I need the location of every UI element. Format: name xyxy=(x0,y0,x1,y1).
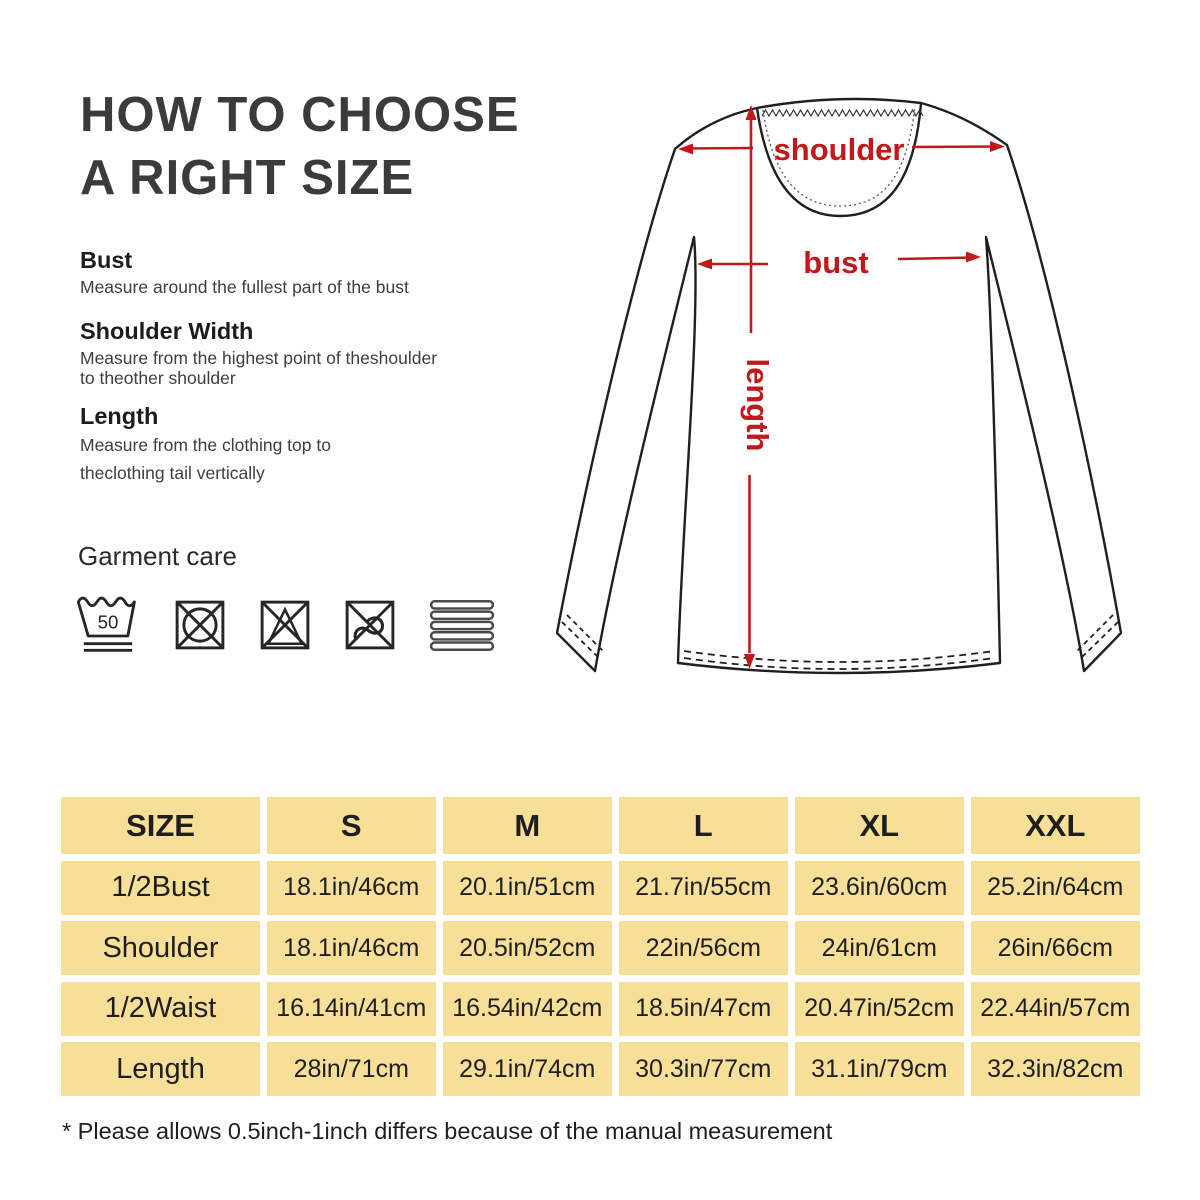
half-bust-l: 21.7in/55cm xyxy=(618,860,788,915)
size-table-header-xxl: XXL xyxy=(970,797,1140,854)
row-label-length: Length xyxy=(61,1042,260,1096)
length-heading: Length xyxy=(80,403,159,429)
shoulder-measure-arrow xyxy=(678,141,1005,155)
length-xxl: 32.3in/82cm xyxy=(970,1042,1140,1096)
length-l: 30.3in/77cm xyxy=(618,1042,788,1096)
length-desc-line2: theclothing tail vertically xyxy=(80,463,265,483)
measurement-annotations: shoulder bust length xyxy=(678,105,1005,669)
length-desc-line1: Measure from the clothing top to xyxy=(80,435,331,455)
do-not-bleach-icon xyxy=(260,600,310,650)
size-table-header-m: M xyxy=(442,797,612,854)
half-waist-xxl: 22.44in/57cm xyxy=(970,981,1140,1036)
length-m: 29.1in/74cm xyxy=(442,1042,612,1096)
half-bust-s: 18.1in/46cm xyxy=(266,860,436,915)
machine-wash-50-icon: 50 xyxy=(76,596,136,652)
half-waist-l: 18.5in/47cm xyxy=(618,981,788,1036)
length-s: 28in/71cm xyxy=(266,1042,436,1096)
size-table-header-xl: XL xyxy=(794,797,964,854)
shoulder-m: 20.5in/52cm xyxy=(442,921,612,975)
collar-stitch-line xyxy=(762,105,916,207)
page-title-line1: HOW TO CHOOSE xyxy=(80,88,520,142)
shoulder-xxl: 26in/66cm xyxy=(970,921,1140,975)
bust-measure-arrow xyxy=(697,251,981,270)
dry-flat-icon xyxy=(429,600,495,651)
page-title-line2: A RIGHT SIZE xyxy=(80,151,415,205)
collar-zigzag-stitch xyxy=(761,108,924,118)
half-waist-s: 16.14in/41cm xyxy=(266,981,436,1036)
shoulder-desc-line1: Measure from the highest point of thesho… xyxy=(80,348,438,368)
half-bust-xxl: 25.2in/64cm xyxy=(970,860,1140,915)
shoulder-xl: 24in/61cm xyxy=(794,921,964,975)
length-measure-arrow xyxy=(744,105,757,669)
bust-label: bust xyxy=(803,245,868,280)
measurement-disclaimer: * Please allows 0.5inch-1inch differs be… xyxy=(62,1118,833,1144)
shirt-measurement-diagram: shoulder bust length xyxy=(555,97,1123,675)
do-not-wring-icon xyxy=(345,600,395,650)
half-bust-m: 20.1in/51cm xyxy=(442,860,612,915)
bust-description: Measure around the fullest part of the b… xyxy=(80,277,409,297)
shoulder-width-heading: Shoulder Width xyxy=(80,318,254,344)
row-label-half-waist: 1/2Waist xyxy=(61,981,260,1036)
garment-care-heading: Garment care xyxy=(78,541,237,571)
size-table-header-l: L xyxy=(618,797,788,854)
shoulder-width-description: Measure from the highest point of thesho… xyxy=(80,348,438,388)
half-waist-m: 16.54in/42cm xyxy=(442,981,612,1036)
shoulder-desc-line2: to theother shoulder xyxy=(80,367,236,388)
shoulder-s: 18.1in/46cm xyxy=(266,921,436,975)
half-waist-xl: 20.47in/52cm xyxy=(794,981,964,1036)
length-label: length xyxy=(740,359,775,452)
hem-stitch xyxy=(683,650,995,670)
shoulder-l: 22in/56cm xyxy=(618,921,788,975)
care-icons-row: 50 xyxy=(75,594,495,656)
row-label-half-bust: 1/2Bust xyxy=(61,860,260,915)
shoulder-label: shoulder xyxy=(774,132,905,167)
size-table: SIZE S M L XL XXL 1/2Bust 18.1in/46cm 20… xyxy=(61,797,1140,1096)
page-title: HOW TO CHOOSE A RIGHT SIZE xyxy=(80,84,520,210)
collar-outline xyxy=(755,103,923,218)
half-bust-xl: 23.6in/60cm xyxy=(794,860,964,915)
bust-heading: Bust xyxy=(80,247,133,273)
do-not-tumble-dry-icon xyxy=(175,600,225,650)
size-table-header-size: SIZE xyxy=(61,797,260,854)
size-table-header-s: S xyxy=(266,797,436,854)
row-label-shoulder: Shoulder xyxy=(61,921,260,975)
length-xl: 31.1in/79cm xyxy=(794,1042,964,1096)
shirt-outline xyxy=(555,97,1123,675)
wash-temperature-label: 50 xyxy=(98,611,119,632)
